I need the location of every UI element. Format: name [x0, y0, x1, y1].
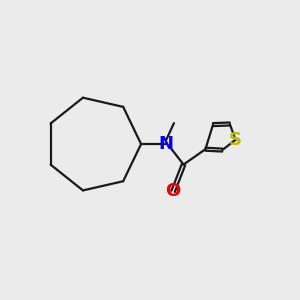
Text: S: S	[229, 131, 242, 149]
Text: O: O	[166, 182, 181, 200]
Text: N: N	[159, 135, 174, 153]
